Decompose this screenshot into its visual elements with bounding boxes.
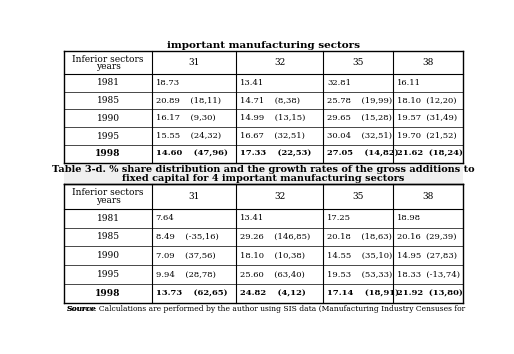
Text: 38: 38 xyxy=(422,192,433,201)
Text: 19.57  (31,49): 19.57 (31,49) xyxy=(397,114,457,122)
Text: 14.95  (27,83): 14.95 (27,83) xyxy=(397,252,457,260)
Text: 17.14    (18,91): 17.14 (18,91) xyxy=(327,289,399,297)
Text: 18.33  (-13,74): 18.33 (-13,74) xyxy=(397,270,460,279)
Text: 21.92  (13,80): 21.92 (13,80) xyxy=(397,289,463,297)
Text: 20.89    (18,11): 20.89 (18,11) xyxy=(156,97,221,105)
Text: 31: 31 xyxy=(188,192,200,201)
Text: 7.64: 7.64 xyxy=(156,214,174,222)
Text: 1985: 1985 xyxy=(97,233,120,241)
Text: 24.82    (4,12): 24.82 (4,12) xyxy=(240,289,306,297)
Text: 32.81: 32.81 xyxy=(327,79,351,87)
Text: 1995: 1995 xyxy=(97,132,120,141)
Text: 35: 35 xyxy=(352,58,364,67)
Text: 17.25: 17.25 xyxy=(327,214,351,222)
Text: 13.41: 13.41 xyxy=(240,214,264,222)
Text: 1990: 1990 xyxy=(97,114,120,123)
Text: years: years xyxy=(96,62,120,71)
Bar xyxy=(64,162,463,184)
Text: Table 3-d. % share distribution and the growth rates of the gross additions to: Table 3-d. % share distribution and the … xyxy=(52,165,475,174)
Text: 14.55    (35,10): 14.55 (35,10) xyxy=(327,252,392,260)
Text: 8.49    (-35,16): 8.49 (-35,16) xyxy=(156,233,218,241)
Text: 21.62  (18,24): 21.62 (18,24) xyxy=(397,150,463,158)
Text: 17.33    (22,53): 17.33 (22,53) xyxy=(240,150,311,158)
Text: 13.73    (62,65): 13.73 (62,65) xyxy=(156,289,227,297)
Text: 16.17    (9,30): 16.17 (9,30) xyxy=(156,114,215,122)
Text: Source: Calculations are performed by the author using SIS data (Manufacturing I: Source: Calculations are performed by th… xyxy=(67,305,466,313)
Text: 1981: 1981 xyxy=(97,214,120,223)
Text: 32: 32 xyxy=(274,58,285,67)
Text: 27.05    (14,82): 27.05 (14,82) xyxy=(327,150,398,158)
Text: 1995: 1995 xyxy=(97,270,120,279)
Text: 18.10    (10,38): 18.10 (10,38) xyxy=(240,252,305,260)
Text: 29.65    (15,28): 29.65 (15,28) xyxy=(327,114,392,122)
Text: 14.99    (13,15): 14.99 (13,15) xyxy=(240,114,305,122)
Text: 19.70  (21,52): 19.70 (21,52) xyxy=(397,132,456,140)
Text: 20.18    (18,63): 20.18 (18,63) xyxy=(327,233,392,241)
Text: 18.10  (12,20): 18.10 (12,20) xyxy=(397,97,456,105)
Text: 30.04    (32,51): 30.04 (32,51) xyxy=(327,132,392,140)
Text: Source: Source xyxy=(67,305,97,313)
Text: 25.78    (19,99): 25.78 (19,99) xyxy=(327,97,392,105)
Text: 38: 38 xyxy=(422,58,433,67)
Text: 1998: 1998 xyxy=(95,289,121,298)
Text: 1981: 1981 xyxy=(97,78,120,87)
Text: 20.16  (29,39): 20.16 (29,39) xyxy=(397,233,456,241)
Text: years: years xyxy=(96,196,120,205)
Text: 9.94    (28,78): 9.94 (28,78) xyxy=(156,270,215,279)
Text: 1990: 1990 xyxy=(97,251,120,260)
Text: 19.53    (53,33): 19.53 (53,33) xyxy=(327,270,392,279)
Text: 18.73: 18.73 xyxy=(156,79,180,87)
Text: 31: 31 xyxy=(188,58,200,67)
Text: 14.60    (47,96): 14.60 (47,96) xyxy=(156,150,228,158)
Text: 1998: 1998 xyxy=(95,149,121,158)
Text: Inferior sectors: Inferior sectors xyxy=(72,188,144,197)
Text: Inferior sectors: Inferior sectors xyxy=(72,55,144,64)
Text: 13.41: 13.41 xyxy=(240,79,264,87)
Text: important manufacturing sectors: important manufacturing sectors xyxy=(167,41,360,50)
Text: 18.98: 18.98 xyxy=(397,214,421,222)
Text: fixed capital for 4 important manufacturing sectors: fixed capital for 4 important manufactur… xyxy=(122,173,405,183)
Text: 35: 35 xyxy=(352,192,364,201)
Text: 16.67    (32,51): 16.67 (32,51) xyxy=(240,132,305,140)
Text: 29.26    (146,85): 29.26 (146,85) xyxy=(240,233,310,241)
Text: 25.60    (63,40): 25.60 (63,40) xyxy=(240,270,305,279)
Text: 16.11: 16.11 xyxy=(397,79,421,87)
Text: 32: 32 xyxy=(274,192,285,201)
Text: 14.71    (8,38): 14.71 (8,38) xyxy=(240,97,300,105)
Text: 15.55    (24,32): 15.55 (24,32) xyxy=(156,132,221,140)
Text: 7.09    (37,56): 7.09 (37,56) xyxy=(156,252,215,260)
Text: 1985: 1985 xyxy=(97,96,120,105)
